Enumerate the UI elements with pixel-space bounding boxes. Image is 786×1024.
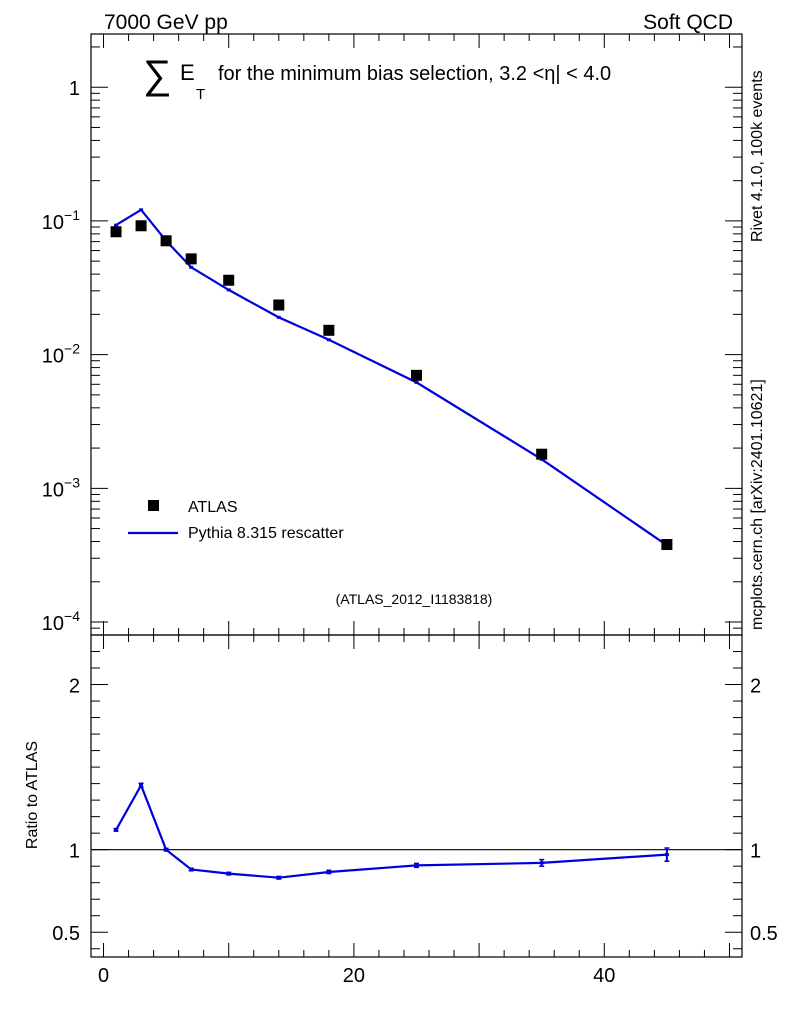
atlas-data-point [110,226,122,238]
ratio-y-tick-label-right: 1 [750,841,761,863]
mc-point [326,338,331,342]
mc-point [139,208,144,212]
mcplots-label: mcplots.cern.ch [arXiv:2401.10621] [749,379,766,630]
main-y-tick-label: 10−1 [42,207,80,234]
atlas-data-point [661,539,673,551]
x-tick-label: 0 [98,965,109,987]
mc-curve-line [115,208,668,547]
legend-atlas-label: ATLAS [188,499,238,516]
main-y-tick-label: 10−3 [42,474,80,501]
chart-title: for the minimum bias selection, 3.2 <η| … [218,63,611,85]
main-panel-frame [90,33,743,636]
title-t-subscript: T [196,86,205,103]
legend-mc-label: Pythia 8.315 rescatter [188,525,344,542]
ratio-point [226,872,231,876]
main-axis-ticks [91,34,742,636]
atlas-data-point [323,324,335,336]
ratio-y-tick-label-right: 2 [750,676,761,698]
legend: ATLAS Pythia 8.315 rescatter [128,499,344,542]
x-tick-label: 20 [343,965,365,987]
ratio-point [114,828,119,832]
ratio-point [539,861,544,865]
ratio-y-tick-label-left: 0.5 [52,923,80,945]
ratio-y-tick-label-right: 0.5 [750,923,778,945]
ratio-y-tick-label-left: 1 [69,841,80,863]
main-y-tick-label: 1 [69,78,80,100]
atlas-data-point [223,274,235,286]
ratio-curve-line [115,782,667,879]
ratio-series-layer [113,782,670,880]
ratio-axis-ticks [91,634,742,957]
ratio-tick-labels: 0.5 0.51 12 20 20 40 [52,676,778,987]
mc-point [189,265,194,269]
ratio-panel-frame [90,634,743,958]
ratio-point [326,870,331,874]
main-y-tick-label: 10−4 [42,608,80,635]
legend-atlas-marker [148,500,159,511]
atlas-data-point [273,299,285,311]
atlas-data-point [411,369,422,381]
x-tick-label: 40 [593,965,615,987]
process-label: Soft QCD [643,11,733,34]
atlas-data-point [536,448,548,460]
analysis-id-label: (ATLAS_2012_I1183818) [336,591,493,607]
ratio-y-tick-label-left: 2 [69,676,80,698]
ratio-point [414,863,419,867]
title-e-letter: E [180,60,195,85]
atlas-data-point [185,253,197,265]
main-series-layer [110,208,673,551]
atlas-data-point [135,220,147,232]
title-sum-symbol: ∑ [143,53,172,97]
mc-point [414,380,419,384]
energy-label: 7000 GeV pp [104,11,228,34]
main-y-tick-label: 10−2 [42,341,80,368]
ratio-point [189,867,194,871]
ratio-point [664,853,669,857]
ratio-point [164,848,169,852]
ratio-y-axis-label: Ratio to ATLAS [24,741,41,849]
atlas-data-point [160,235,172,247]
mc-point [226,288,231,292]
mc-point [276,315,281,319]
main-y-tick-labels: 1 10−1 10−2 10−3 10−4 [42,78,80,635]
ratio-point [139,783,144,787]
mc-point [114,223,119,227]
rivet-version-label: Rivet 4.1.0, 100k events [749,70,766,242]
ratio-point [276,876,281,880]
